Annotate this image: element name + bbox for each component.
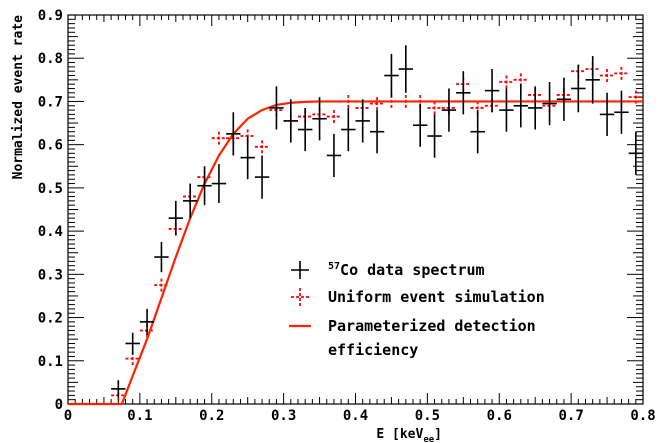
x-axis-title-sub: ee [423,435,434,443]
axis-titles: E [keVee] Normalized event rate [11,15,442,443]
legend-curve-label-line1: Parameterized detection [328,317,536,335]
y-axis-title: Normalized event rate [11,15,26,180]
x-axis-title: E [keVee] [376,427,442,443]
legend-data-label: 57Co data spectrum [328,261,485,279]
ticks: 0 0.1 0.2 0.3 0.4 0.5 0.6 0.7 0.8 0 0.1 0.2 0.3 0.4 0.… [38,8,656,424]
y-tick-label: 0.5 [38,181,63,197]
legend-sim-label: Uniform event simulation [328,288,545,306]
legend-data-isotope-mass: 57 [328,261,340,272]
y-tick-label: 0.6 [38,138,63,154]
y-tick-label: 0.7 [38,94,63,110]
efficiency-curve [68,100,643,406]
y-tick-label: 0.3 [38,267,63,283]
x-tick-label: 0.2 [199,408,224,424]
y-tick-label: 0.4 [38,224,63,240]
legend-curve-label-line2: efficiency [328,341,418,359]
x-tick-label: 0.5 [415,408,440,424]
x-tick-label: 0.1 [127,408,152,424]
y-tick-label: 0.9 [38,8,63,24]
y-tick-label: 0 [55,397,63,413]
y-tick-label: 0.1 [38,354,63,370]
x-tick-label: 0.8 [630,408,655,424]
y-tick-label: 0.2 [38,311,63,327]
x-tick-label: 0.3 [271,408,296,424]
data-marks [68,45,643,406]
y-tick-label: 0.8 [38,51,63,67]
x-tick-label: 0.4 [343,408,368,424]
x-axis-title-main: E [keV [376,427,423,442]
x-axis-title-close: ] [434,427,442,442]
legend: 57Co data spectrum Uniform event simulati… [289,261,545,359]
legend-data-element: Co data spectrum [340,261,485,279]
x-tick-label: 0.7 [558,408,583,424]
x-tick-label: 0.6 [487,408,512,424]
x-tick-label: 0 [64,408,72,424]
